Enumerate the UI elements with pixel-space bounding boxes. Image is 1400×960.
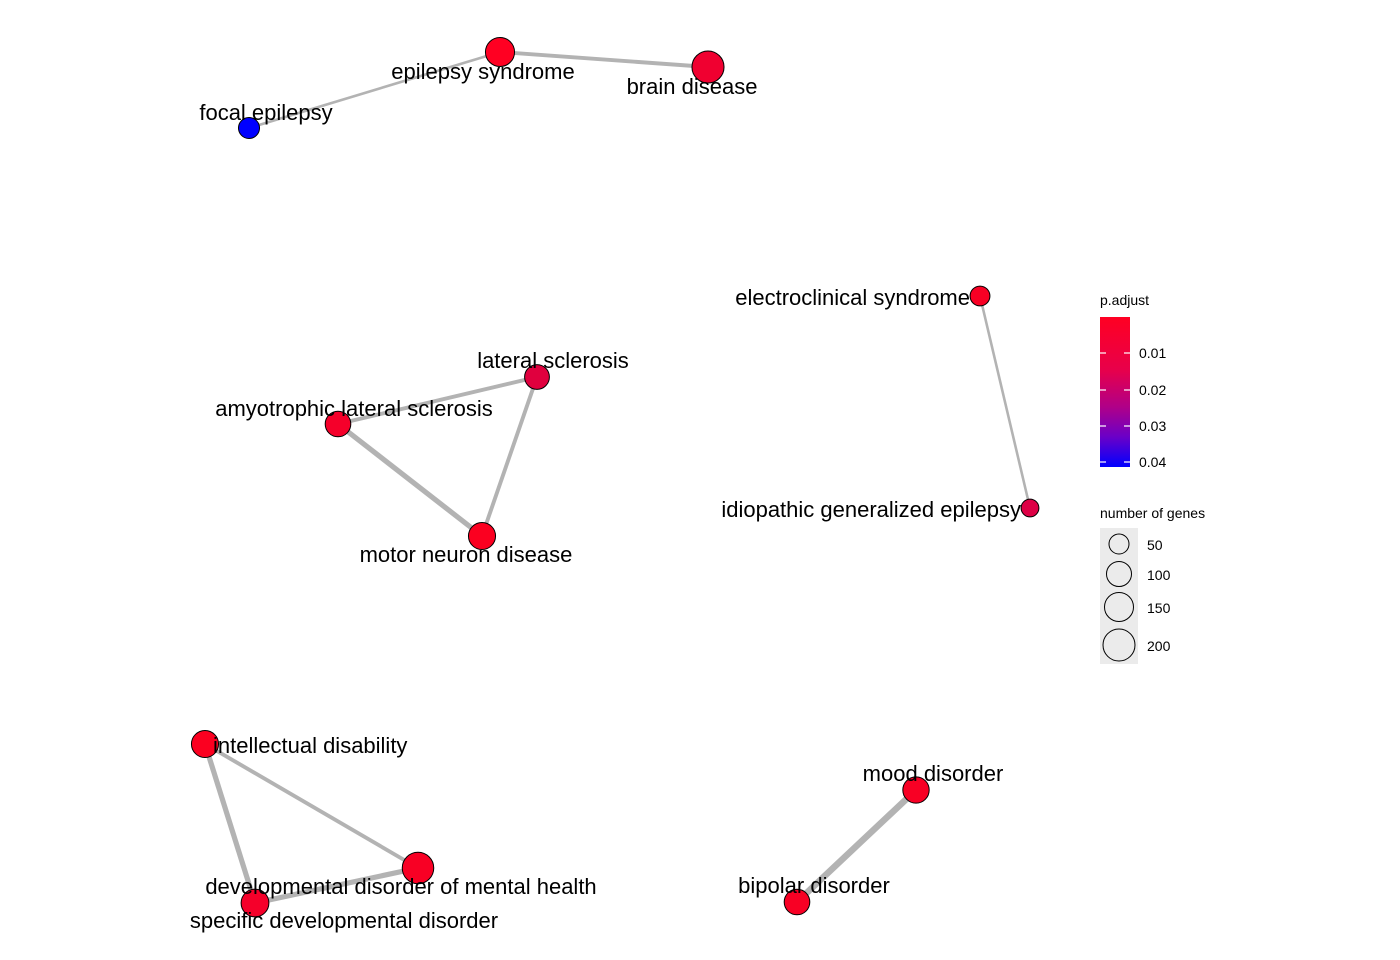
node-brain_disease[interactable]	[691, 50, 725, 84]
node-developmental_disorder_of_mental_health[interactable]	[401, 851, 435, 885]
color-tick-label: 0.02	[1139, 382, 1166, 398]
edges-layer	[202, 50, 1032, 906]
node-label-specific_developmental_disorder: specific developmental disorder	[190, 908, 498, 933]
node-epilepsy_syndrome[interactable]	[484, 36, 516, 68]
node-mood_disorder[interactable]	[902, 776, 930, 804]
edge-lateral_sclerosis-amyotrophic_lateral_sclerosis	[337, 375, 538, 426]
labels-layer: epilepsy syndrome brain disease focal epil…	[190, 59, 1021, 933]
edge-epilepsy_syndrome-focal_epilepsy	[248, 50, 501, 130]
node-label-brain_disease: brain disease	[627, 74, 758, 99]
node-amyotrophic_lateral_sclerosis[interactable]	[324, 410, 352, 438]
legend: p.adjust 0.01 0.02 0.03 0.04 number of g…	[1100, 292, 1205, 664]
edge-intellectual_disability-developmental_disorder_of_mental_health	[204, 742, 419, 870]
size-tick-label: 50	[1147, 537, 1163, 553]
node-label-amyotrophic_lateral_sclerosis: amyotrophic lateral sclerosis	[215, 396, 493, 421]
size-legend-circle	[1104, 592, 1134, 622]
node-label-epilepsy_syndrome: epilepsy syndrome	[391, 59, 574, 84]
color-legend-ticks: 0.01 0.02 0.03 0.04	[1100, 345, 1166, 470]
node-lateral_sclerosis[interactable]	[524, 364, 550, 390]
edge-developmental_disorder_of_mental_health-specific_developmental_disorder	[254, 865, 419, 906]
size-legend-circle	[1102, 628, 1136, 662]
node-specific_developmental_disorder[interactable]	[240, 888, 270, 918]
edge-lateral_sclerosis-motor_neuron_disease	[480, 376, 539, 537]
nodes-layer	[190, 36, 1040, 918]
size-legend-panel	[1100, 528, 1138, 664]
color-legend-title: p.adjust	[1100, 292, 1149, 308]
node-motor_neuron_disease[interactable]	[467, 521, 497, 551]
node-label-developmental_disorder_of_mental_health: developmental disorder of mental health	[205, 874, 596, 899]
color-tick-label: 0.03	[1139, 418, 1166, 434]
edge-amyotrophic_lateral_sclerosis-motor_neuron_disease	[336, 421, 484, 539]
node-label-idiopathic_generalized_epilepsy: idiopathic generalized epilepsy	[721, 497, 1021, 522]
node-label-lateral_sclerosis: lateral sclerosis	[477, 348, 629, 373]
size-tick-label: 150	[1147, 600, 1171, 616]
node-label-intellectual_disability: intellectual disability	[213, 733, 407, 758]
color-tick-label: 0.04	[1139, 454, 1166, 470]
node-label-focal_epilepsy: focal epilepsy	[199, 100, 332, 125]
node-label-mood_disorder: mood disorder	[863, 761, 1004, 786]
size-legend-circle	[1108, 533, 1130, 555]
edge-mood_disorder-bipolar_disorder	[794, 787, 919, 905]
node-intellectual_disability[interactable]	[190, 729, 220, 759]
node-focal_epilepsy[interactable]	[237, 116, 261, 140]
node-label-bipolar_disorder: bipolar disorder	[738, 873, 890, 898]
edge-electroclinical_syndrome-idiopathic_generalized_epilepsy	[978, 295, 1032, 509]
node-idiopathic_generalized_epilepsy[interactable]	[1020, 498, 1040, 518]
node-label-electroclinical_syndrome: electroclinical syndrome	[735, 285, 970, 310]
node-bipolar_disorder[interactable]	[783, 888, 811, 916]
color-tick-label: 0.01	[1139, 345, 1166, 361]
size-tick-label: 100	[1147, 567, 1171, 583]
size-legend-circle	[1106, 561, 1132, 587]
size-legend-title: number of genes	[1100, 505, 1205, 521]
size-tick-label: 200	[1147, 638, 1171, 654]
node-electroclinical_syndrome[interactable]	[969, 285, 991, 307]
edge-epilepsy_syndrome-brain_disease	[499, 50, 709, 69]
node-label-motor_neuron_disease: motor neuron disease	[360, 542, 573, 567]
color-legend-bar	[1100, 317, 1130, 467]
edge-intellectual_disability-specific_developmental_disorder	[202, 743, 258, 904]
